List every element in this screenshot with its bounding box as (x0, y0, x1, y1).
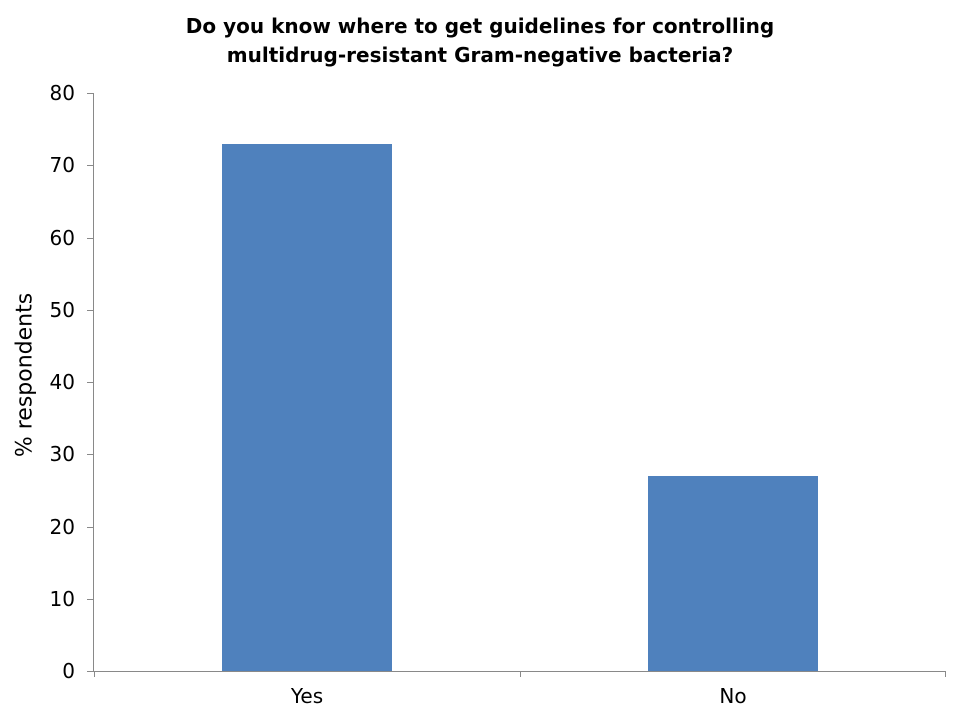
y-axis-tick-label: 50 (49, 298, 75, 322)
y-axis-tick (87, 238, 93, 239)
x-axis-tick (94, 671, 95, 677)
y-axis-tick (87, 382, 93, 383)
x-axis-category-label: No (719, 684, 747, 708)
bar-no (648, 476, 818, 671)
bar-yes (222, 144, 392, 671)
y-axis-tick-label: 80 (49, 81, 75, 105)
x-axis-category-label: Yes (290, 684, 324, 708)
y-axis-tick-label: 30 (49, 442, 75, 466)
plot-area: 0 10 20 30 40 50 60 70 80 Yes No (50, 83, 946, 708)
y-axis-tick-label: 0 (62, 659, 75, 683)
y-axis-tick (87, 454, 93, 455)
y-axis-tick-label: 40 (49, 370, 75, 394)
x-axis-tick (520, 671, 521, 677)
chart-title: Do you know where to get guidelines for … (80, 12, 880, 70)
y-axis-tick (87, 599, 93, 600)
chart-title-line-1: Do you know where to get guidelines for … (185, 14, 775, 38)
y-axis-tick-label: 60 (49, 226, 75, 250)
y-axis-tick-label: 70 (49, 153, 75, 177)
y-axis-tick (87, 165, 93, 166)
y-axis-tick-label: 10 (49, 587, 75, 611)
y-axis-tick (87, 310, 93, 311)
y-axis-tick-label: 20 (49, 515, 75, 539)
x-axis-tick (945, 671, 946, 677)
y-axis-tick (87, 527, 93, 528)
chart-title-line-2: multidrug-resistant Gram-negative bacter… (226, 43, 734, 67)
y-axis-tick (87, 93, 93, 94)
y-axis-tick (87, 671, 93, 672)
